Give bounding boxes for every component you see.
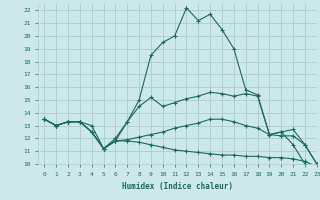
- X-axis label: Humidex (Indice chaleur): Humidex (Indice chaleur): [122, 182, 233, 191]
